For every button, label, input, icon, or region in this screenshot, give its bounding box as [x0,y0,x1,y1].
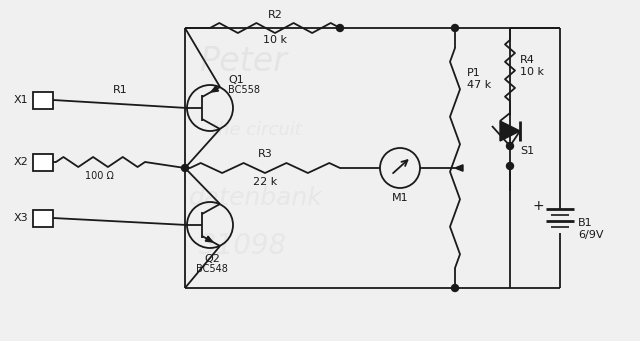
Text: BC558: BC558 [228,85,260,95]
Circle shape [451,284,458,292]
Text: Q1: Q1 [228,75,244,85]
Circle shape [182,164,189,172]
Bar [33,92,53,109]
Text: 22 k: 22 k [253,177,277,187]
Text: Q2: Q2 [204,254,220,264]
Text: X2: X2 [13,157,28,167]
Polygon shape [211,86,218,92]
Text: S1: S1 [520,146,534,156]
Text: X1: X1 [13,95,28,105]
Text: R2: R2 [268,10,282,20]
Polygon shape [205,236,212,242]
Circle shape [506,163,513,169]
Circle shape [451,25,458,31]
Text: M1: M1 [392,193,408,203]
Circle shape [337,25,344,31]
Text: B1: B1 [578,218,593,228]
Bar [33,210,53,227]
Text: 31098: 31098 [199,232,287,260]
Text: datenbank: datenbank [189,186,323,210]
Polygon shape [500,121,520,141]
Text: +: + [532,199,544,213]
Text: 47 k: 47 k [467,80,492,90]
Polygon shape [455,165,463,171]
Text: 10 k: 10 k [520,67,544,77]
Text: P1: P1 [467,68,481,78]
Text: R4: R4 [520,55,535,65]
Text: X3: X3 [13,213,28,223]
Text: 6/9V: 6/9V [578,230,604,240]
Text: R1: R1 [113,85,127,95]
Text: 10 k: 10 k [263,35,287,45]
Text: 100 Ω: 100 Ω [84,171,113,181]
Text: BC548: BC548 [196,264,228,274]
Circle shape [506,143,513,149]
Text: R3: R3 [258,149,273,159]
Text: the circuit: the circuit [211,121,301,138]
Text: Peter: Peter [199,45,287,78]
Bar [33,154,53,171]
